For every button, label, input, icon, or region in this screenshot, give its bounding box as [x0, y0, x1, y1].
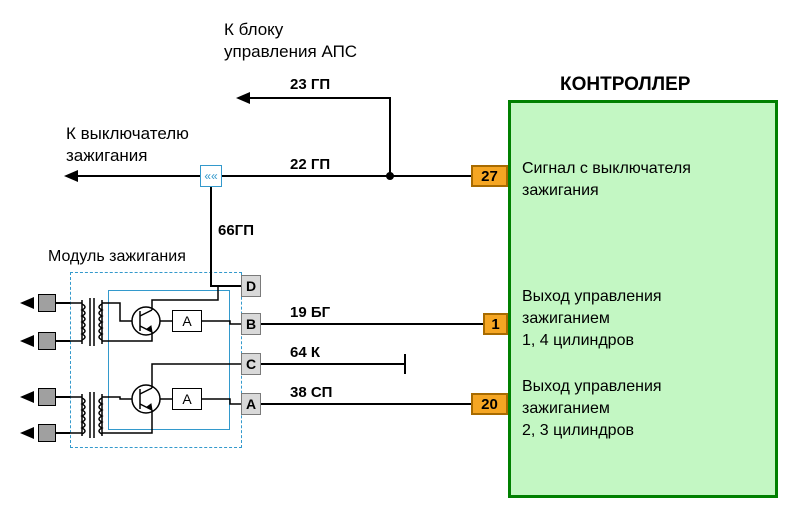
wire-label-23: 23 ГП — [290, 76, 330, 93]
controller-title: КОНТРОЛЛЕР — [560, 74, 690, 96]
module-title: Модуль зажигания — [48, 248, 186, 266]
controller-sig1-l2: зажигания — [522, 182, 599, 200]
aps-label-line1: К блоку — [224, 20, 283, 40]
controller-sig2-l3: 1, 4 цилиндров — [522, 332, 634, 350]
controller-sig2-l2: зажиганием — [522, 310, 610, 328]
wire-label-22: 22 ГП — [290, 156, 330, 173]
wire-label-38: 38 СП — [290, 384, 332, 401]
controller-sig3-l3: 2, 3 цилиндров — [522, 422, 634, 440]
controller-sig3-l2: зажиганием — [522, 400, 610, 418]
switch-label-line2: зажигания — [66, 146, 148, 166]
wire-label-64: 64 К — [290, 344, 320, 361]
switch-label-line1: К выключателю — [66, 124, 189, 144]
aps-label-line2: управления АПС — [224, 42, 357, 62]
controller-sig1-l1: Сигнал с выключателя — [522, 160, 691, 178]
controller-sig2-l1: Выход управления — [522, 288, 662, 306]
controller-sig3-l1: Выход управления — [522, 378, 662, 396]
wire-label-19: 19 БГ — [290, 304, 330, 321]
wire-label-66: 66ГП — [218, 222, 254, 239]
